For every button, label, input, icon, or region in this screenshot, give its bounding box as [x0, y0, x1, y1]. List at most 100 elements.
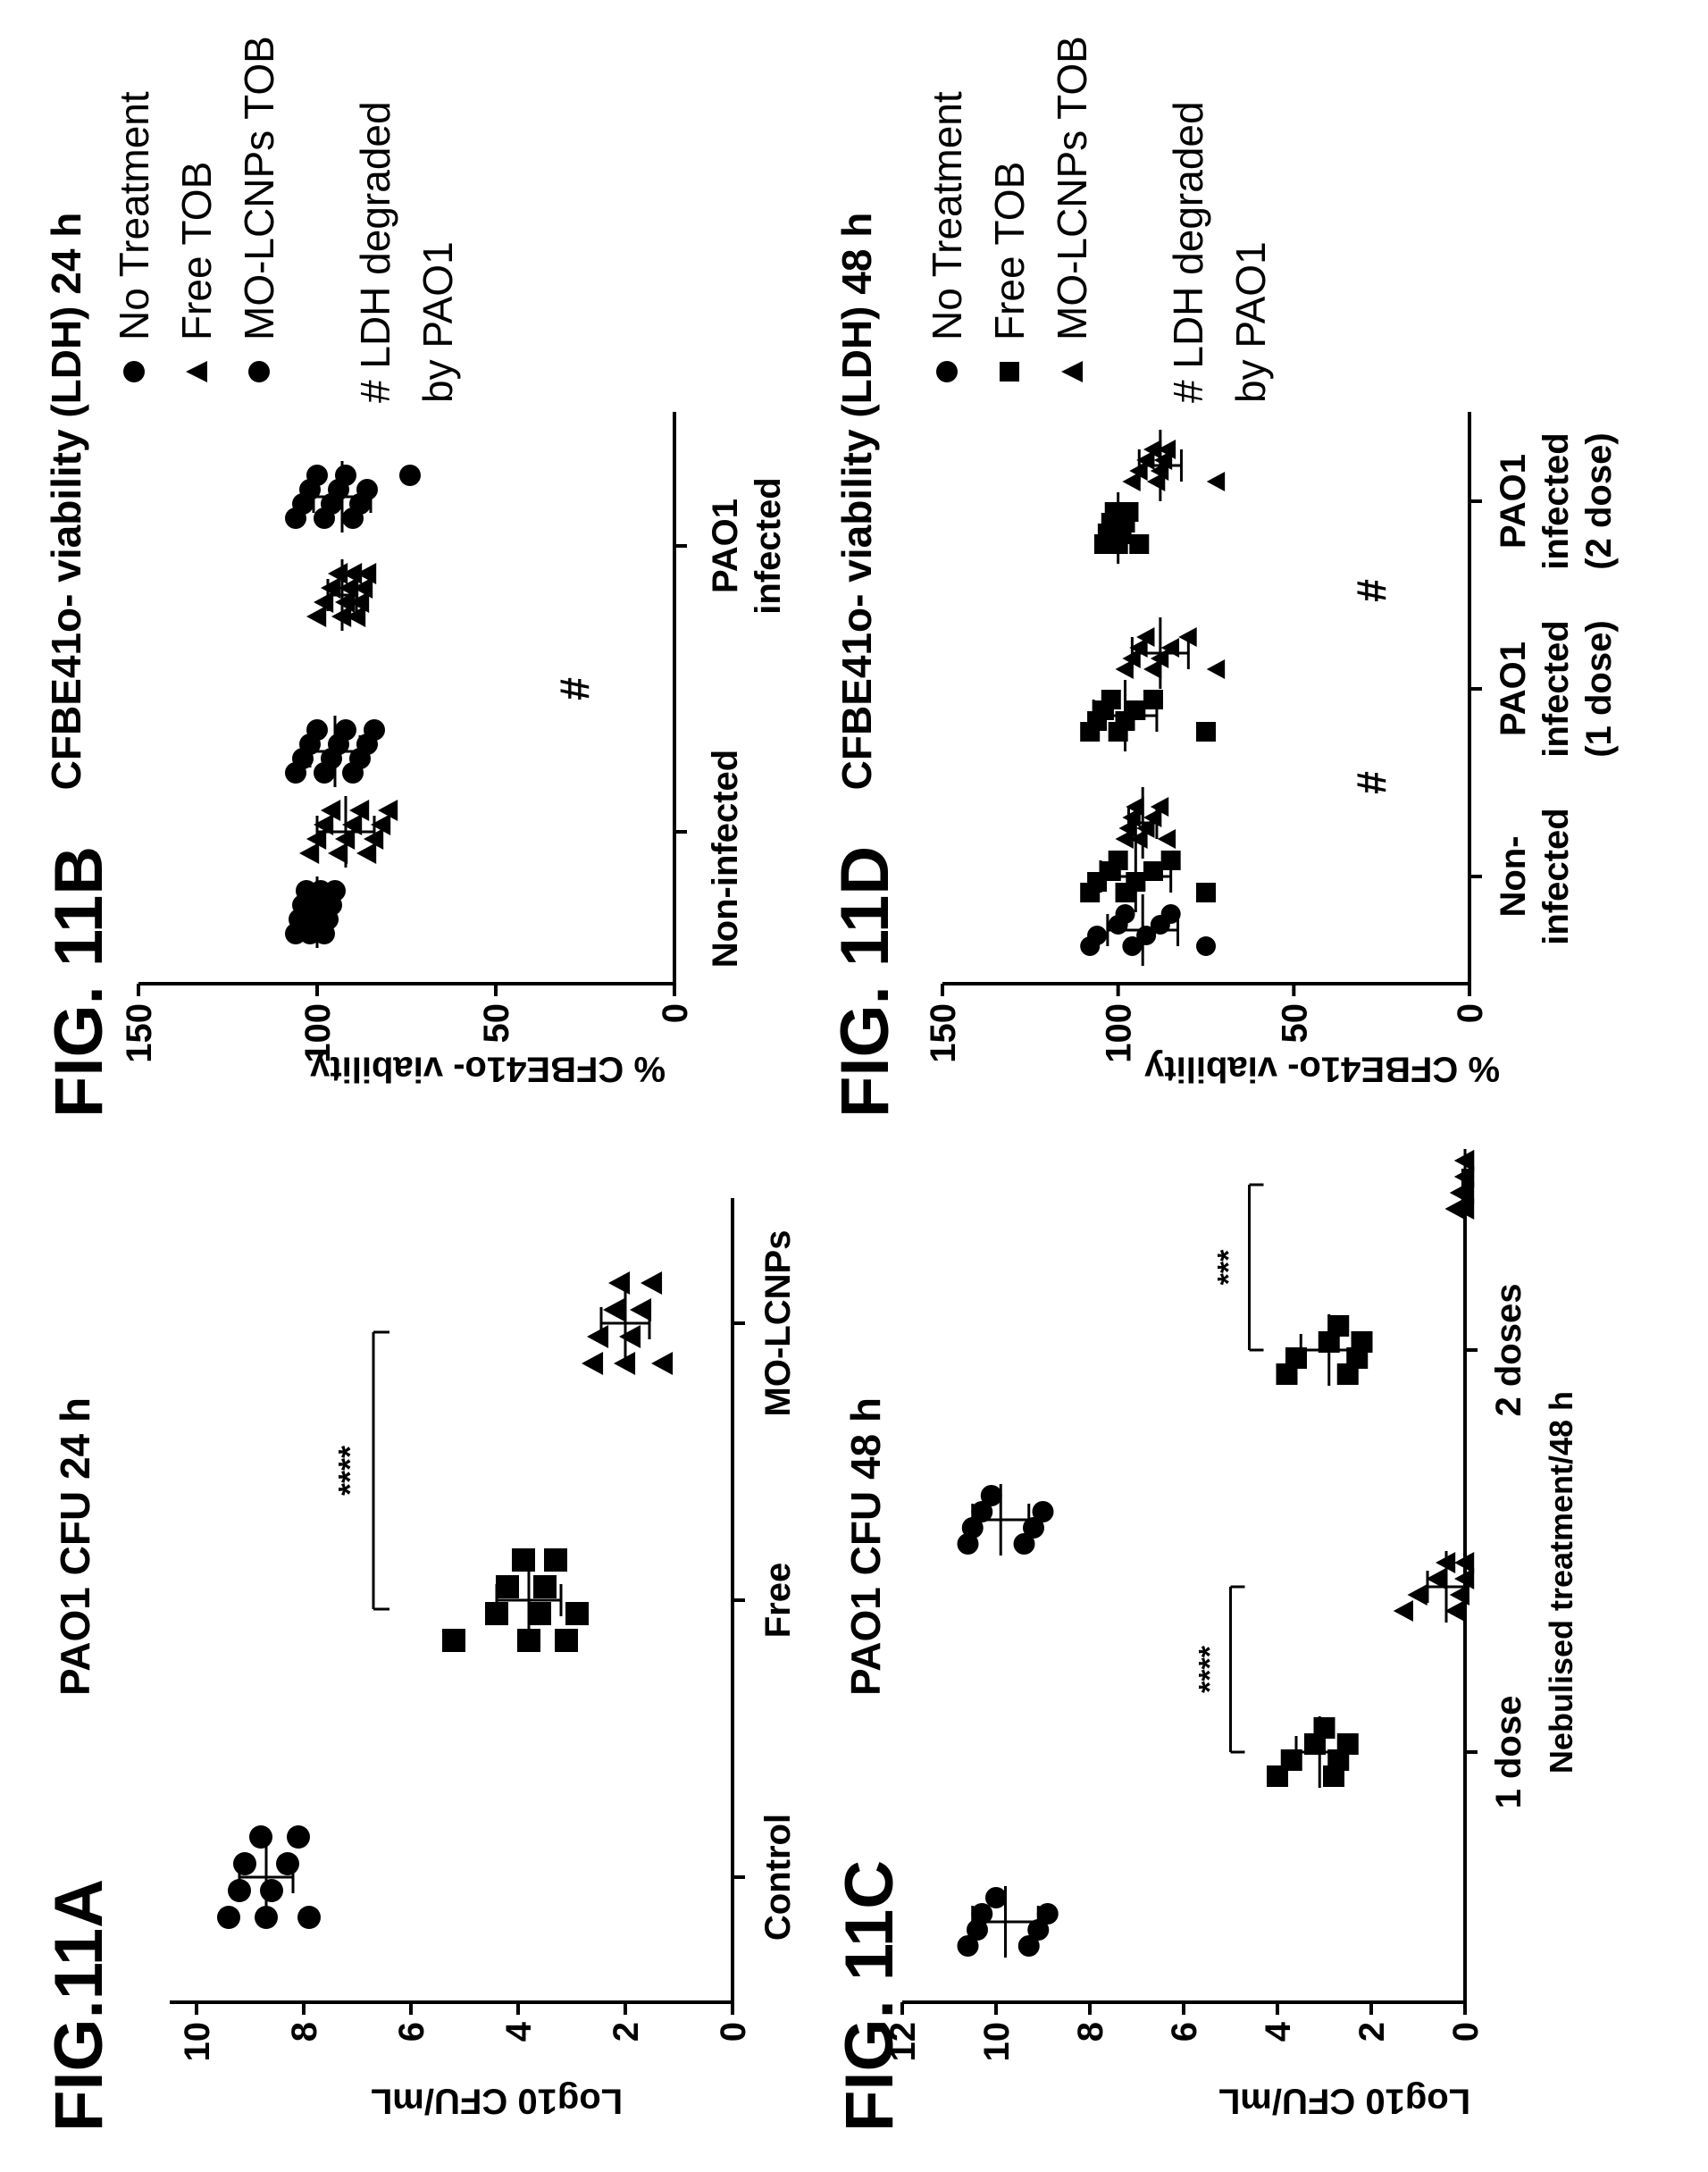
d-y-tick-label: 50: [1275, 1003, 1314, 1044]
d-x-tick-label: infected: [1536, 432, 1576, 569]
c-point-square: [1313, 1717, 1335, 1739]
a-point-circle: [287, 1825, 310, 1849]
c-point-triangle: [1444, 1600, 1465, 1622]
legend-11d-item-0: No Treatment: [916, 36, 978, 403]
a-point-circle: [233, 1852, 256, 1875]
d-point-square: [1108, 851, 1128, 870]
c-y-tick-label: 4: [1259, 2021, 1298, 2042]
d-point-triangle: [1157, 829, 1176, 849]
c-point-circle: [971, 1501, 993, 1522]
b-hash-mark: #: [551, 677, 598, 700]
b-point-triangle: [346, 606, 366, 627]
a-point-square: [565, 1602, 589, 1625]
b-y-tick-label: 150: [120, 1003, 159, 1063]
b-point-triangle: [378, 800, 398, 821]
circle-icon: [934, 340, 960, 403]
circle-icon: [246, 340, 272, 403]
d-point-triangle: [1143, 659, 1162, 679]
circle-icon: [121, 340, 147, 403]
d-point-triangle: [1115, 659, 1134, 679]
legend-11b-item-1: Free TOB: [165, 36, 228, 403]
b-point-circle: [306, 465, 328, 486]
b-point-triangle: [314, 814, 334, 835]
legend-11b: No Treatment Free TOB MO-LCNPs TOB # LDH…: [103, 36, 469, 403]
a-y-tick-label: 6: [392, 2022, 431, 2042]
a-point-triangle: [619, 1325, 641, 1348]
legend-11d: No Treatment Free TOB MO-LCNPs TOB # LDH…: [916, 36, 1282, 403]
d-point-triangle: [1136, 627, 1155, 647]
c-point-circle: [1032, 1501, 1054, 1522]
c-point-triangle: [1393, 1600, 1413, 1622]
b-point-triangle: [349, 800, 370, 821]
a-point-triangle: [651, 1352, 674, 1375]
d-hash-mark: #: [1348, 579, 1394, 602]
b-point-circle: [399, 465, 421, 486]
legend-11b-item-2: MO-LCNPs TOB: [228, 36, 290, 403]
b-point-triangle: [356, 843, 377, 864]
b-point-circle: [306, 719, 328, 741]
triangle-icon: [1059, 340, 1085, 403]
d-point-square: [1143, 861, 1163, 881]
d-point-square: [1143, 690, 1163, 709]
b-point-triangle: [299, 843, 320, 864]
a-y-tick-label: 10: [178, 2022, 217, 2062]
a-y-tick-label: 2: [607, 2022, 646, 2042]
a-point-square: [533, 1575, 557, 1598]
a-point-triangle: [603, 1298, 625, 1321]
d-point-square: [1126, 700, 1146, 720]
d-x-tick-label: Non-: [1494, 835, 1533, 917]
b-x-tick-label: infected: [749, 477, 788, 614]
b-y-tick-label: 100: [298, 1003, 338, 1063]
footnote-11b: # LDH degraded by PAO1: [352, 101, 461, 403]
b-point-triangle: [321, 577, 341, 599]
a-point-square: [555, 1629, 578, 1652]
b-y-tick-label: 50: [477, 1003, 516, 1044]
d-point-triangle: [1157, 440, 1176, 459]
d-point-square: [1101, 690, 1121, 709]
a-point-triangle: [614, 1352, 636, 1375]
a-point-square: [517, 1629, 540, 1652]
d-point-circle: [1196, 936, 1216, 956]
c-y-tick-label: 2: [1352, 2022, 1392, 2042]
b-point-circle: [335, 719, 356, 741]
chart-11b: 0 50 100 150 Non-infected PAO1 infected #: [120, 412, 788, 1063]
a-point-triangle: [640, 1271, 663, 1295]
chart-11a: 0 2 4 6 8 10 Control Free MO-LCNPs ****: [170, 1198, 798, 2062]
a-point-square: [528, 1602, 551, 1625]
b-point-triangle: [321, 800, 341, 821]
b-point-triangle: [349, 591, 370, 613]
legend-11d-item-2: MO-LCNPs TOB: [1041, 36, 1103, 403]
d-hash-mark: #: [1348, 771, 1394, 794]
a-point-circle: [217, 1906, 240, 1929]
d-point-square: [1196, 883, 1216, 902]
a-point-circle: [255, 1906, 278, 1929]
c-point-circle: [980, 1485, 1002, 1506]
b-point-circle: [324, 880, 346, 902]
c-y-tick-label: 10: [977, 2022, 1017, 2062]
a-y-tick-label: 8: [285, 2022, 324, 2042]
b-point-triangle: [339, 577, 359, 599]
b-point-triangle: [342, 814, 363, 835]
c-sig-label: ***: [1212, 1249, 1246, 1285]
d-point-triangle: [1122, 472, 1141, 491]
c-y-tick-label: 6: [1165, 2022, 1204, 2042]
d-point-square: [1129, 534, 1150, 554]
legend-11d-item-1: Free TOB: [978, 36, 1041, 403]
a-x-tick-label: MO-LCNPs: [758, 1230, 798, 1417]
c-x-tick-label: 2 doses: [1489, 1284, 1528, 1417]
d-x-tick-label: PAO1: [1494, 454, 1533, 549]
c-point-square: [1327, 1315, 1350, 1337]
c-y-tick-label: 0: [1446, 2022, 1486, 2042]
a-y-tick-label: 4: [499, 2021, 539, 2042]
b-point-triangle: [328, 843, 348, 864]
b-point-triangle: [356, 563, 377, 584]
c-y-tick-label: 12: [883, 2022, 923, 2062]
d-point-circle: [1122, 936, 1143, 956]
b-point-triangle: [371, 814, 391, 835]
c-point-triangle: [1407, 1584, 1428, 1606]
b-point-triangle: [306, 606, 327, 627]
a-point-triangle: [630, 1298, 652, 1321]
b-x-tick-label: PAO1: [706, 499, 745, 593]
c-point-triangle: [1426, 1568, 1446, 1589]
